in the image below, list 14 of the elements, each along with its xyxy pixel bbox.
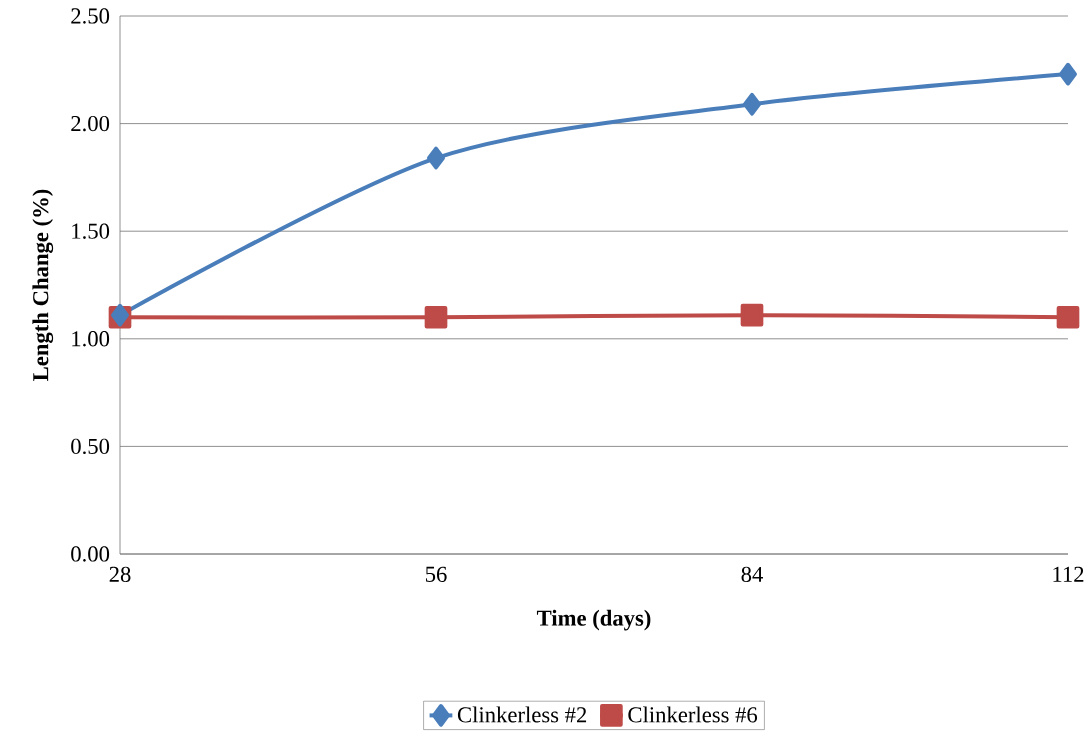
x-tick-label: 112 — [1053, 566, 1084, 582]
legend-label: Clinkerless #6 — [628, 706, 758, 723]
y-tick-label: 1.50 — [72, 223, 110, 239]
y-tick-label: 2.00 — [71, 115, 110, 132]
x-tick-label: 28 — [109, 566, 131, 583]
x-tick-label: 56 — [425, 566, 447, 582]
y-tick-label: 2.50 — [71, 8, 110, 24]
y-tick-label: 0.50 — [71, 438, 110, 455]
y-tick-label: 1.00 — [72, 331, 110, 347]
y-tick-label: 0.00 — [71, 546, 110, 562]
x-tick-label: 84 — [741, 566, 763, 583]
x-axis-title: Time (days) — [536, 609, 651, 631]
legend-label: Clinkerless #2 — [457, 706, 587, 723]
y-axis-title: Length Change (%) — [32, 189, 54, 381]
